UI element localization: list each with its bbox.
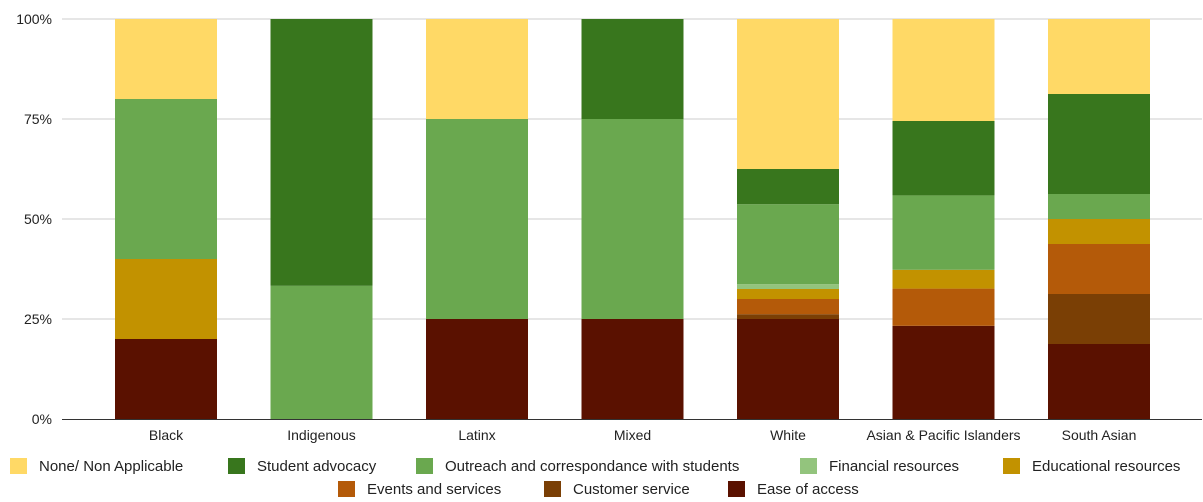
bar-segment-5-2 [892, 288, 995, 326]
bar-segment-3-5 [581, 119, 684, 319]
bar-segment-0-0 [115, 339, 217, 419]
bar-segment-4-5 [737, 204, 839, 285]
x-tick-label: Black [149, 427, 184, 443]
legend-swatch [338, 481, 355, 497]
bar-segment-0-5 [115, 99, 217, 259]
legend: None/ Non Applicable Student advocacy Outr… [10, 458, 1180, 498]
bar-segment-4-3 [737, 289, 839, 299]
y-tick-label: 75% [24, 111, 52, 127]
bar-segment-5-3 [892, 269, 995, 289]
bar-segment-6-0 [1048, 344, 1150, 419]
bar-segment-1-5 [270, 285, 373, 419]
bar-segment-0-3 [115, 259, 217, 339]
legend-swatch [728, 481, 745, 497]
y-axis-ticks: 0% 25% 50% 75% 100% [16, 11, 52, 427]
x-tick-label: South Asian [1062, 427, 1137, 443]
legend-label: None/ Non Applicable [39, 458, 183, 475]
bar-segment-2-5 [426, 119, 528, 319]
bars [115, 19, 1150, 419]
y-tick-label: 100% [16, 11, 52, 27]
bar-segment-6-5 [1048, 194, 1150, 219]
legend-swatch [416, 458, 433, 474]
x-tick-label: White [770, 427, 806, 443]
bar-segment-5-7 [892, 19, 995, 121]
legend-label: Customer service [573, 481, 690, 498]
legend-swatch [10, 458, 27, 474]
legend-swatch [800, 458, 817, 474]
bar-segment-4-7 [737, 19, 839, 169]
bar-segment-6-7 [1048, 19, 1150, 94]
y-tick-label: 25% [24, 311, 52, 327]
x-tick-label: Mixed [614, 427, 651, 443]
bar-segment-3-0 [581, 319, 684, 419]
bar-segment-2-7 [426, 19, 528, 119]
y-tick-label: 50% [24, 211, 52, 227]
bar-segment-6-2 [1048, 244, 1150, 294]
bar-segment-5-0 [892, 325, 995, 419]
bar-segment-5-5 [892, 195, 995, 270]
bar-segment-4-0 [737, 319, 839, 419]
legend-label: Educational resources [1032, 458, 1180, 475]
bar-segment-6-3 [1048, 219, 1150, 244]
bar-segment-6-1 [1048, 294, 1150, 344]
x-tick-label: Asian & Pacific Islanders [866, 427, 1020, 443]
legend-label: Financial resources [829, 458, 959, 475]
legend-label: Student advocacy [257, 458, 377, 475]
x-tick-label: Indigenous [287, 427, 356, 443]
bar-segment-4-6 [737, 169, 839, 205]
legend-swatch [1003, 458, 1020, 474]
legend-swatch [228, 458, 245, 474]
legend-label: Ease of access [757, 481, 859, 498]
bar-segment-0-7 [115, 19, 217, 99]
bar-segment-2-0 [426, 319, 528, 419]
legend-label: Outreach and correspondance with student… [445, 458, 739, 475]
bar-segment-3-6 [581, 19, 684, 119]
x-axis-ticks: Black Indigenous Latinx Mixed White Asian & P… [149, 427, 1136, 443]
y-tick-label: 0% [32, 411, 52, 427]
bar-segment-4-4 [737, 284, 839, 289]
legend-swatch [544, 481, 561, 497]
bar-segment-4-2 [737, 299, 839, 315]
legend-label: Events and services [367, 481, 501, 498]
bar-segment-6-6 [1048, 94, 1150, 194]
bar-segment-1-6 [270, 19, 373, 286]
bar-segment-5-6 [892, 121, 995, 196]
bar-segment-4-1 [737, 314, 839, 319]
x-tick-label: Latinx [458, 427, 495, 443]
